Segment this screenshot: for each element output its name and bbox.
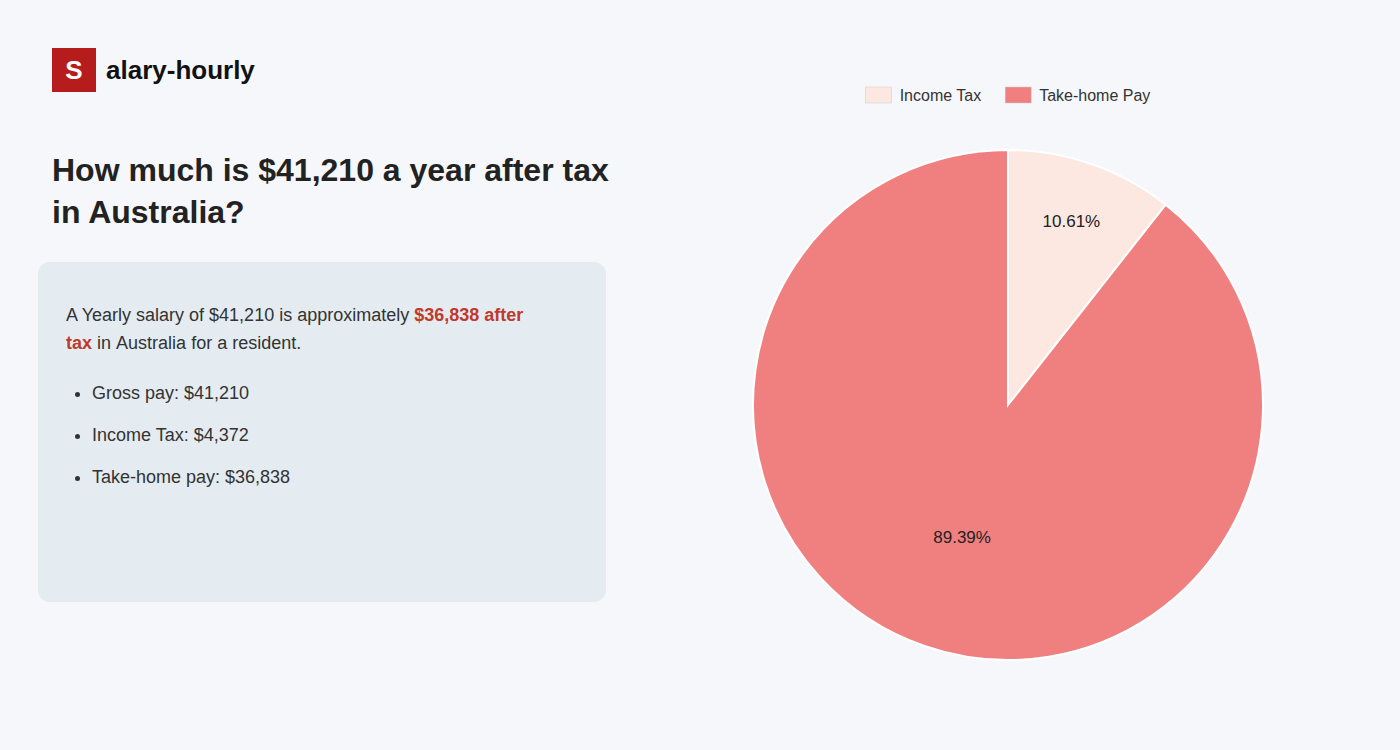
data-label: 10.61% <box>1043 212 1101 231</box>
bullet-list: Gross pay: $41,210 Income Tax: $4,372 Take… <box>66 380 578 492</box>
legend-swatch <box>1005 87 1031 103</box>
summary-text: in <box>97 333 111 353</box>
summary-text: Australia for a resident. <box>116 333 301 353</box>
chart-panel: 10.61% 89.39% Income Tax Take-home Pay <box>644 0 1372 750</box>
summary-text: A Yearly salary of $41,210 is approximat… <box>66 305 409 325</box>
logo: Salary-hourly <box>52 48 255 92</box>
pie-chart: 10.61% 89.39% Income Tax Take-home Pay <box>644 0 1372 750</box>
slices <box>753 150 1263 660</box>
legend-label: Income Tax <box>900 87 982 104</box>
legend-label: Take-home Pay <box>1039 87 1150 104</box>
slice-labels: 10.61% 89.39% <box>933 212 1100 547</box>
bullet-item: Take-home pay: $36,838 <box>92 464 578 492</box>
bullet-item: Gross pay: $41,210 <box>92 380 578 408</box>
logo-text: alary-hourly <box>106 55 255 86</box>
bullet-item: Income Tax: $4,372 <box>92 422 578 450</box>
text-panel: Salary-hourly How much is $41,210 a year … <box>0 0 644 750</box>
summary: A Yearly salary of $41,210 is approximat… <box>66 302 578 358</box>
pie-slice <box>753 150 1263 660</box>
title: How much is $41,210 a year after tax in … <box>52 150 622 233</box>
legend-item: Income Tax <box>866 87 982 104</box>
legend: Income Tax Take-home Pay <box>866 87 1151 104</box>
legend-swatch <box>866 87 892 103</box>
info-box: A Yearly salary of $41,210 is approximat… <box>38 262 606 602</box>
data-label: 89.39% <box>933 528 991 547</box>
logo-letter: S <box>52 48 96 92</box>
legend-item: Take-home Pay <box>1005 87 1150 104</box>
